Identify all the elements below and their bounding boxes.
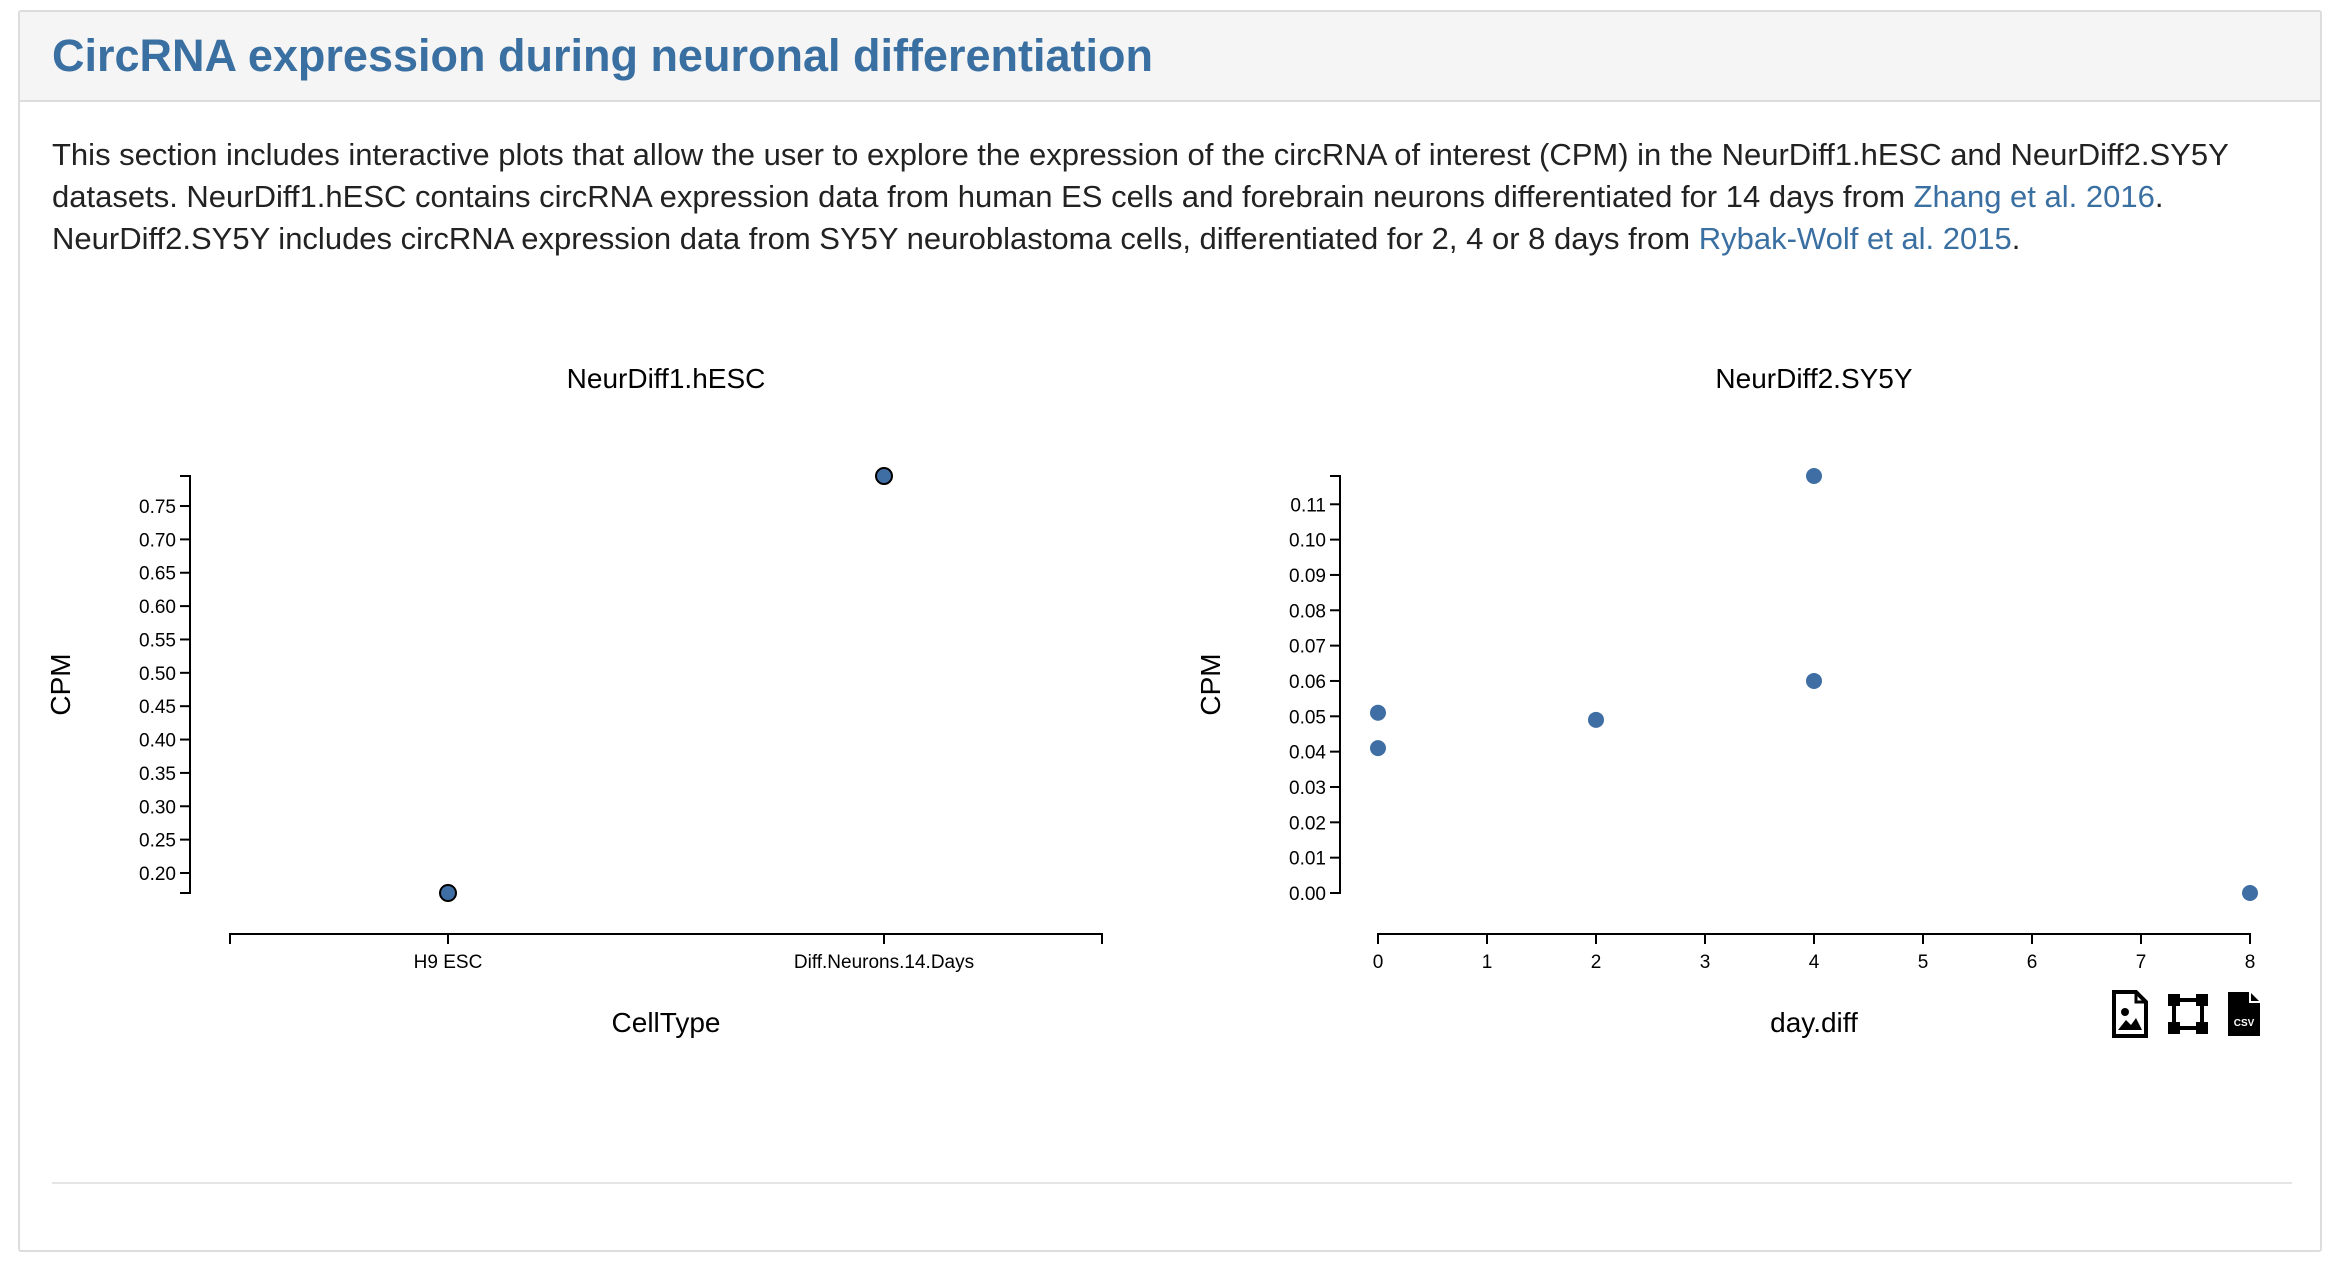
y-tick-label: 0.75 <box>139 497 176 518</box>
data-point <box>1370 740 1386 757</box>
chart-title: NeurDiff1.hESC <box>567 363 766 394</box>
x-tick-label: 0 <box>1373 952 1384 973</box>
y-tick-label: 0.00 <box>1289 884 1326 905</box>
y-tick-label: 0.11 <box>1290 495 1326 516</box>
y-tick-label: 0.07 <box>1289 637 1326 658</box>
y-tick-label: 0.09 <box>1289 566 1326 587</box>
y-tick-label: 0.02 <box>1289 813 1326 834</box>
x-axis-label: day.diff <box>1770 1007 1858 1038</box>
y-axis-line <box>1330 475 1341 894</box>
y-axis-label: CPM <box>1195 653 1226 715</box>
zoom-extent-icon[interactable] <box>2166 990 2210 1038</box>
x-tick-label: 1 <box>1482 952 1493 973</box>
y-tick-label: 0.08 <box>1289 601 1326 622</box>
y-axis-line <box>180 475 191 894</box>
y-axis-label: CPM <box>45 653 76 715</box>
bottom-divider <box>52 1182 2292 1184</box>
y-tick-label: 0.40 <box>139 731 176 752</box>
rybak-wolf-2015-link[interactable]: Rybak-Wolf et al. 2015 <box>1698 221 2012 256</box>
data-point <box>1806 468 1822 484</box>
x-tick-label: 6 <box>2027 952 2038 973</box>
y-tick-label: 0.55 <box>139 630 176 651</box>
y-tick-label: 0.10 <box>1289 531 1326 552</box>
data-point <box>439 884 457 902</box>
data-point <box>1806 672 1822 689</box>
y-tick-label: 0.65 <box>139 564 176 585</box>
intro-text-1: This section includes interactive plots … <box>52 137 2229 214</box>
panel-heading: CircRNA expression during neuronal diffe… <box>20 12 2320 102</box>
csv-label: CSV <box>2234 1018 2255 1029</box>
intro-text-2: . NeurDiff2.SY5Y includes circRNA expres… <box>52 179 2164 256</box>
x-tick-label: 8 <box>2245 952 2256 973</box>
x-tick-label: 3 <box>1700 952 1711 973</box>
x-tick-label: Diff.Neurons.14.Days <box>794 952 974 973</box>
y-tick-label: 0.01 <box>1289 849 1326 870</box>
y-tick-label: 0.06 <box>1289 672 1326 693</box>
y-tick-label: 0.70 <box>139 530 176 551</box>
chart-title: NeurDiff2.SY5Y <box>1715 363 1912 394</box>
intro-text-3: . <box>2011 221 2021 256</box>
y-tick-label: 0.25 <box>139 831 176 852</box>
csv-download-icon[interactable]: CSV <box>2222 990 2266 1038</box>
data-point <box>2242 885 2258 901</box>
panel-title: CircRNA expression during neuronal diffe… <box>52 30 1153 81</box>
zhang-2016-link[interactable]: Zhang et al. 2016 <box>1913 179 2155 214</box>
x-axis-line <box>229 933 1103 944</box>
y-tick-label: 0.04 <box>1289 743 1326 764</box>
y-tick-label: 0.20 <box>139 864 176 885</box>
x-tick-label: 7 <box>2136 952 2147 973</box>
x-axis-label: CellType <box>612 1007 721 1038</box>
data-point <box>1370 704 1386 721</box>
x-tick-label: 5 <box>1918 952 1929 973</box>
y-tick-label: 0.45 <box>139 697 176 718</box>
y-tick-label: 0.60 <box>139 597 176 618</box>
image-download-icon[interactable] <box>2108 990 2152 1038</box>
y-tick-label: 0.35 <box>139 764 176 785</box>
y-tick-label: 0.30 <box>139 797 176 818</box>
x-tick-label: 4 <box>1809 952 1820 973</box>
data-point <box>1588 711 1604 728</box>
x-tick-label: 2 <box>1591 952 1602 973</box>
y-tick-label: 0.50 <box>139 664 176 685</box>
intro-paragraph: This section includes interactive plots … <box>52 134 2272 260</box>
circrna-panel: CircRNA expression during neuronal diffe… <box>18 10 2322 1252</box>
y-tick-label: 0.05 <box>1289 707 1326 728</box>
x-tick-label: H9 ESC <box>414 952 483 973</box>
y-tick-label: 0.03 <box>1289 778 1326 799</box>
data-point <box>875 467 893 485</box>
